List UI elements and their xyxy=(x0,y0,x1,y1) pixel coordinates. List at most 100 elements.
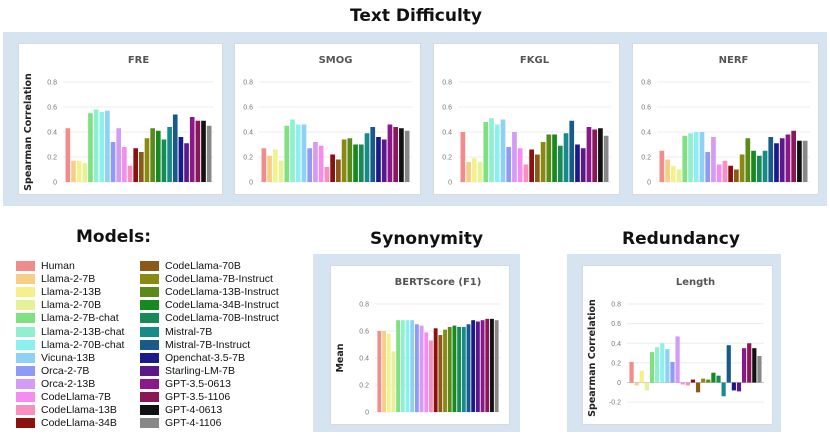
legend-swatch xyxy=(140,418,159,429)
legend-swatch xyxy=(140,365,159,376)
y-tick-label: 0.6 xyxy=(243,105,253,112)
legend-label: Llama-2-70B-chat xyxy=(41,338,125,351)
y-tick-label: 0.6 xyxy=(442,105,452,112)
legend-item: Llama-2-7B xyxy=(16,273,95,285)
legend-item: Llama-2-13B-chat xyxy=(16,326,124,338)
legend-swatch xyxy=(140,313,159,324)
bar xyxy=(353,144,358,182)
bar xyxy=(739,154,745,182)
bar xyxy=(475,321,480,412)
legend-item: CodeLlama-70B xyxy=(140,260,241,272)
legend-item: Orca-2-13B xyxy=(16,378,95,390)
bar xyxy=(189,117,195,182)
legend-swatch xyxy=(16,352,35,363)
y-axis-label: Spearman Correlation xyxy=(587,299,598,417)
bar xyxy=(791,130,797,182)
bar xyxy=(324,167,330,182)
bar xyxy=(358,144,364,182)
legend-label: Mistral-7B-Instruct xyxy=(165,338,251,351)
bar xyxy=(757,356,762,383)
y-tick-label: 0 xyxy=(249,180,253,187)
bar xyxy=(410,320,415,412)
y-tick-label: 0.2 xyxy=(641,155,651,162)
legend-swatch xyxy=(16,261,35,271)
bar xyxy=(490,318,494,412)
y-tick-label: 0.4 xyxy=(611,341,621,348)
bar xyxy=(201,120,206,182)
bar xyxy=(716,375,721,383)
chart-title: NERF xyxy=(719,55,749,66)
bar xyxy=(480,320,485,412)
bar xyxy=(489,118,494,182)
bar xyxy=(721,382,726,397)
chart-title: FRE xyxy=(128,55,150,66)
bar xyxy=(433,328,438,412)
y-tick-label: 0 xyxy=(448,180,452,187)
legend-item: CodeLlama-7B-Instruct xyxy=(140,273,273,285)
bar xyxy=(751,150,756,182)
y-tick-label: 0 xyxy=(617,380,621,387)
bar xyxy=(540,142,546,182)
fkgl-chart: FKGL 0 0.2 0.4 0.6 0.8 xyxy=(433,43,620,195)
bar xyxy=(99,112,105,182)
bar xyxy=(563,133,569,182)
bar xyxy=(447,326,452,412)
y-tick-label: 0.4 xyxy=(359,356,369,363)
bar xyxy=(150,128,155,182)
bar xyxy=(517,148,523,182)
bar xyxy=(466,324,471,412)
bar xyxy=(184,143,189,182)
legend-swatch xyxy=(140,352,159,363)
y-tick-label: 0.2 xyxy=(442,155,452,162)
legend-swatch xyxy=(16,378,35,389)
legend-swatch xyxy=(140,287,159,298)
legend-item: Llama-2-70B xyxy=(16,299,101,311)
bar xyxy=(688,133,693,182)
legend-item: GPT-4-0613 xyxy=(140,404,222,416)
y-tick-label: 0.6 xyxy=(611,321,621,328)
bar xyxy=(461,326,466,412)
chart-svg: FRE Spearman Correlation 0 0.2 0.4 0.6 0.8 xyxy=(23,55,214,191)
legend-label: CodeLlama-7B-Instruct xyxy=(165,273,273,286)
legend-item: Mistral-7B xyxy=(140,326,212,338)
bar xyxy=(639,370,644,383)
y-tick-label: 0.6 xyxy=(641,105,651,112)
bar xyxy=(802,140,808,182)
chart-svg: Length Spearman Correlation -0.2 0 0.2 0.4 0.6… xyxy=(587,277,764,417)
y-tick-label: 0.8 xyxy=(641,80,651,87)
legend-label: GPT-3.5-0613 xyxy=(165,377,231,390)
legend-label: CodeLlama-34B xyxy=(41,417,117,430)
legend-item: CodeLlama-13B xyxy=(16,404,117,416)
y-axis-label: Mean xyxy=(335,343,346,372)
bar xyxy=(592,129,598,182)
bar xyxy=(598,128,603,182)
legend-swatch xyxy=(140,261,159,271)
bar xyxy=(65,128,71,182)
bar xyxy=(127,165,133,182)
bar xyxy=(785,134,791,182)
length-chart: Length Spearman Correlation -0.2 0 0.2 0.4 0.6… xyxy=(582,265,773,425)
legend-item: Vicuna-13B xyxy=(16,352,95,364)
bar xyxy=(665,349,670,383)
legend-label: Mistral-7B xyxy=(165,325,213,338)
legend-item: CodeLlama-34B-Instruct xyxy=(140,299,279,311)
bar xyxy=(629,361,634,383)
chart-title: Length xyxy=(676,277,715,288)
chart-svg: SMOG 0 0.2 0.4 0.6 0.8 xyxy=(243,55,412,187)
legend-swatch xyxy=(16,300,35,311)
bar xyxy=(139,152,144,182)
bar xyxy=(161,139,167,182)
chart-title: BERTScore (F1) xyxy=(395,277,482,288)
bar xyxy=(93,109,99,182)
legend-item: Openchat-3.5-7B xyxy=(140,352,245,364)
bar xyxy=(307,148,313,182)
legend-item: CodeLlama-34B xyxy=(16,417,117,429)
smog-chart: SMOG 0 0.2 0.4 0.6 0.8 xyxy=(234,43,421,195)
bar xyxy=(424,332,429,412)
bar xyxy=(768,137,774,182)
bar xyxy=(675,336,680,383)
legend-item: CodeLlama-7B xyxy=(16,391,111,403)
legend-item: Llama-2-70B-chat xyxy=(16,339,124,351)
bar xyxy=(452,325,457,412)
chart-svg: FKGL 0 0.2 0.4 0.6 0.8 xyxy=(442,55,611,187)
